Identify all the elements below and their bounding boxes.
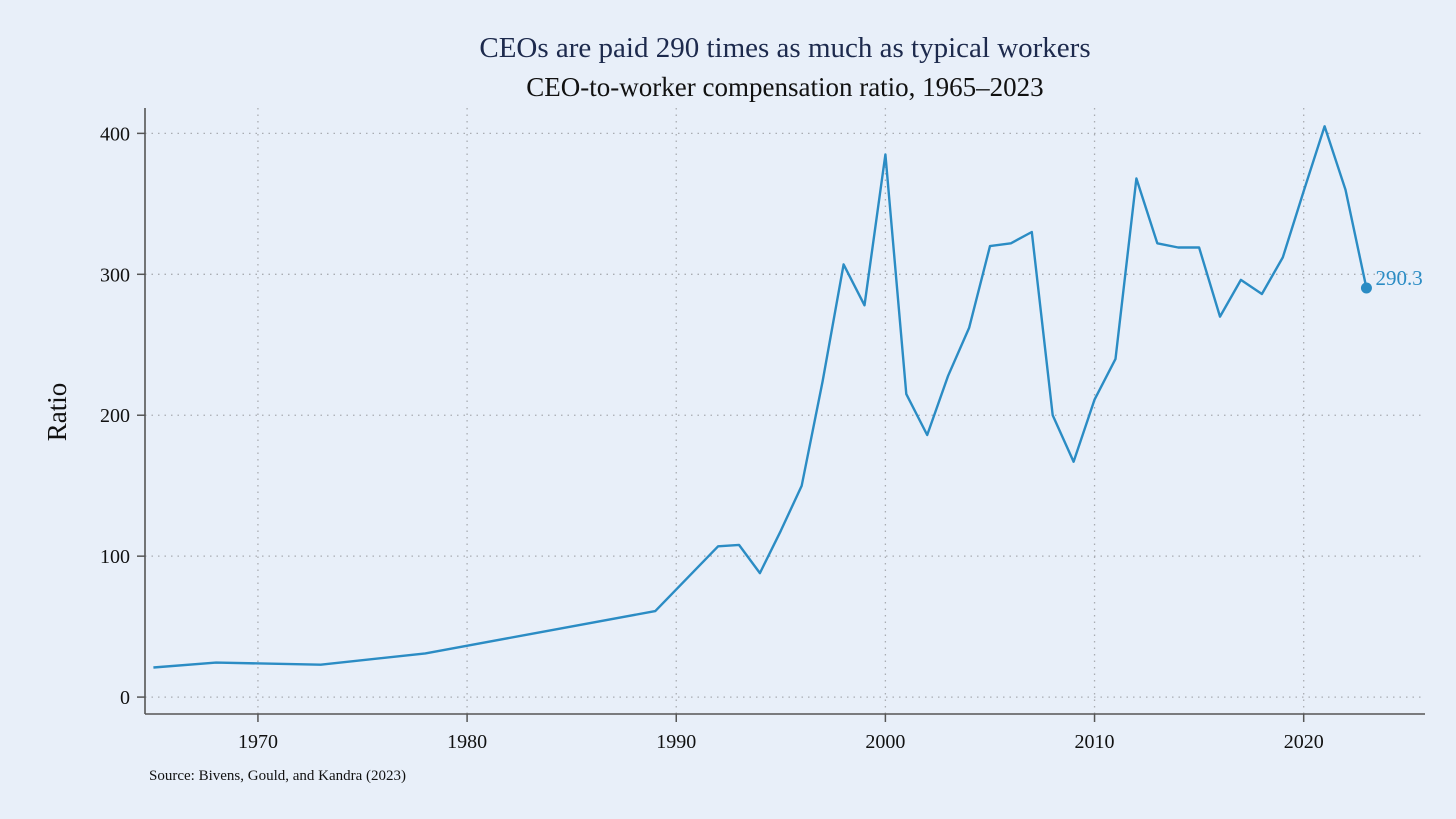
x-tick-label: 2020 bbox=[1284, 731, 1324, 753]
axes bbox=[137, 108, 1425, 722]
gridlines bbox=[145, 108, 1425, 714]
y-tick-label: 200 bbox=[100, 405, 130, 427]
source-note: Source: Bivens, Gould, and Kandra (2023) bbox=[149, 768, 406, 784]
series-line bbox=[153, 125, 1368, 669]
y-tick-label: 300 bbox=[100, 264, 130, 286]
x-tick-label: 2000 bbox=[865, 731, 905, 753]
end-value-label: 290.3 bbox=[1375, 266, 1422, 290]
y-tick-label: 0 bbox=[120, 687, 130, 709]
end-point-marker bbox=[1360, 282, 1372, 294]
chart-title: CEOs are paid 290 times as much as typic… bbox=[479, 32, 1090, 64]
y-axis-label: Ratio bbox=[42, 383, 72, 442]
chart-subtitle: CEO-to-worker compensation ratio, 1965–2… bbox=[526, 72, 1043, 102]
y-tick-label: 100 bbox=[100, 546, 130, 568]
x-tick-label: 2010 bbox=[1075, 731, 1115, 753]
series-layer: 290.3 bbox=[153, 125, 1423, 669]
tick-labels: 0 100 200 300 400 1970 1980 1990 2000 2010 2020 bbox=[100, 123, 1324, 753]
x-tick-label: 1990 bbox=[656, 731, 696, 753]
x-tick-label: 1980 bbox=[447, 731, 487, 753]
y-tick-label: 400 bbox=[100, 123, 130, 145]
x-tick-label: 1970 bbox=[238, 731, 278, 753]
